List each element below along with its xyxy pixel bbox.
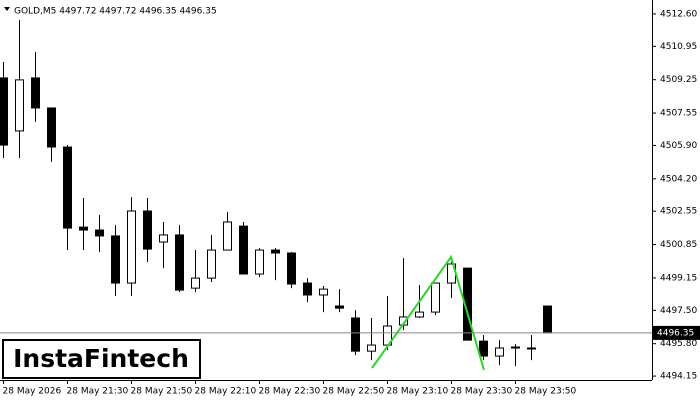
candle-body	[0, 77, 8, 146]
x-tick-label: 28 May 23:50	[515, 387, 577, 397]
y-tick-label: 4507.55	[660, 109, 697, 119]
y-tick-label: 4512.60	[660, 9, 697, 19]
candle-body	[527, 347, 536, 350]
candle-body	[543, 305, 552, 334]
candle-body	[495, 347, 504, 357]
header: GOLD,M5 4497.72 4497.72 4496.35 4496.35	[14, 7, 217, 17]
candle-body	[367, 344, 376, 352]
y-tick-label: 4499.15	[660, 273, 697, 283]
candle-body	[511, 346, 520, 349]
candle-body	[127, 210, 136, 284]
candle-body	[223, 221, 232, 251]
candle-body	[335, 305, 344, 309]
header-icon	[4, 7, 10, 11]
last-price-box	[653, 325, 700, 340]
candle-body	[351, 317, 360, 352]
x-tick-label: 28 May 21:30	[67, 387, 129, 397]
candle-body	[287, 252, 296, 285]
candle-body	[415, 311, 424, 318]
watermark-box	[2, 339, 201, 379]
x-tick-label: 28 May 22:50	[323, 387, 385, 397]
y-tick-label: 4497.50	[660, 306, 697, 316]
x-tick-label: 28 May 22:10	[195, 387, 257, 397]
candle-body	[431, 282, 440, 313]
x-tick-label: 28 May 21:50	[131, 387, 193, 397]
y-tick-label: 4495.80	[660, 339, 697, 349]
candle-body	[15, 79, 24, 132]
candle-body	[143, 210, 152, 250]
y-tick-label: 4502.55	[660, 207, 697, 217]
x-tick-label: 28 May 23:30	[451, 387, 513, 397]
y-tick-label: 4500.85	[660, 240, 697, 250]
candle-body	[239, 225, 248, 275]
candle-body	[207, 249, 216, 279]
y-tick-label: 4494.15	[660, 372, 697, 382]
candle-body	[191, 277, 200, 289]
candle-body	[79, 226, 88, 231]
x-tick-label: 28 May 23:10	[387, 387, 449, 397]
watermark: InstaFintech	[13, 344, 189, 373]
y-tick-label: 4504.20	[660, 174, 697, 184]
candles	[0, 20, 552, 367]
y-tick-label: 4510.95	[660, 42, 697, 52]
candle-body	[159, 234, 168, 243]
candle-body	[303, 282, 312, 296]
candle-body	[31, 77, 40, 109]
candle-body	[255, 249, 264, 275]
candle-body	[111, 235, 120, 284]
x-tick-label: 28 May 2026	[3, 387, 62, 397]
candle-body	[479, 340, 488, 357]
last-price-label: 4496.35	[657, 328, 694, 338]
candle-body	[463, 267, 472, 341]
candle-body	[95, 229, 104, 237]
y-tick-label: 4509.25	[660, 75, 697, 85]
candle-body	[47, 107, 56, 148]
y-tick-label: 4505.90	[660, 141, 697, 151]
pattern-line	[371, 254, 485, 371]
candle-body	[271, 249, 280, 254]
candle-body	[175, 234, 184, 291]
candle-body	[319, 288, 328, 296]
candle-body	[63, 146, 72, 229]
x-tick-label: 28 May 22:30	[259, 387, 321, 397]
